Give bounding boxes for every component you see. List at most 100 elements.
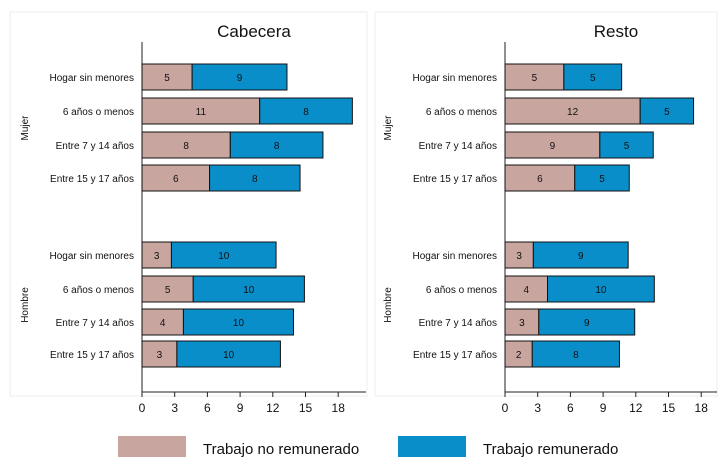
bar-value-label: 10	[243, 285, 255, 296]
bar-unpaid	[141, 164, 211, 192]
bar-value-label: 8	[573, 350, 579, 361]
bar-unpaid	[504, 63, 565, 91]
group-label: Hombre	[383, 287, 394, 323]
category-label: Entre 7 y 14 años	[419, 318, 497, 329]
bar-value-label: 8	[274, 141, 280, 152]
bar-value-label: 3	[516, 251, 522, 262]
bar-value-label: 9	[237, 73, 243, 84]
bar-value-label: 4	[160, 318, 166, 329]
category-label: Entre 7 y 14 años	[56, 318, 134, 329]
bar-value-label: 11	[196, 107, 207, 118]
x-tick-label: 12	[266, 401, 280, 415]
bar-paid	[538, 308, 636, 336]
bar-paid	[259, 97, 353, 125]
x-tick-label: 18	[695, 401, 709, 415]
bar-paid	[639, 97, 695, 125]
bar-value-label: 8	[252, 174, 258, 185]
x-tick-label: 6	[567, 401, 574, 415]
category-label: Hogar sin menores	[50, 251, 134, 262]
bar-unpaid	[504, 275, 549, 303]
bar-value-label: 3	[519, 318, 525, 329]
bar-unpaid	[504, 241, 534, 269]
x-tick-label: 15	[299, 401, 313, 415]
group-label: Mujer	[383, 115, 394, 141]
bar-unpaid	[141, 131, 231, 159]
bar-unpaid	[504, 340, 533, 368]
bar-value-label: 9	[584, 318, 590, 329]
category-label: Entre 15 y 17 años	[50, 350, 134, 361]
bar-value-label: 5	[624, 141, 630, 152]
group-label: Hombre	[20, 287, 31, 323]
bar-unpaid	[504, 97, 641, 125]
bar-unpaid	[141, 63, 193, 91]
bar-value-label: 3	[157, 350, 163, 361]
bar-paid	[191, 63, 288, 91]
bar-paid	[599, 131, 654, 159]
category-label: 6 años o menos	[426, 285, 497, 296]
x-tick-label: 15	[662, 401, 676, 415]
bar-value-label: 6	[537, 174, 543, 185]
legend-swatch-paid	[398, 436, 466, 457]
panel-title: Cabecera	[217, 22, 291, 41]
bar-unpaid	[504, 308, 540, 336]
bar-value-label: 10	[218, 251, 230, 262]
x-tick-label: 0	[139, 401, 146, 415]
bar-paid	[192, 275, 305, 303]
legend-swatch-unpaid	[118, 436, 186, 457]
bar-value-label: 8	[303, 107, 309, 118]
bar-value-label: 4	[523, 285, 529, 296]
category-label: Hogar sin menores	[413, 73, 497, 84]
bar-value-label: 8	[183, 141, 189, 152]
bar-unpaid	[141, 340, 178, 368]
bar-paid	[176, 340, 281, 368]
bar-unpaid	[504, 164, 576, 192]
x-tick-label: 9	[237, 401, 244, 415]
bar-value-label: 10	[595, 285, 607, 296]
category-label: Entre 15 y 17 años	[413, 174, 497, 185]
bar-value-label: 9	[550, 141, 556, 152]
bar-unpaid	[504, 131, 601, 159]
x-tick-label: 9	[600, 401, 607, 415]
bar-value-label: 2	[516, 350, 522, 361]
category-label: 6 años o menos	[63, 285, 134, 296]
category-label: 6 años o menos	[63, 107, 134, 118]
x-tick-label: 12	[629, 401, 643, 415]
x-tick-label: 0	[502, 401, 509, 415]
bar-paid	[209, 164, 301, 192]
bar-value-label: 5	[532, 73, 538, 84]
x-tick-label: 3	[171, 401, 178, 415]
bar-value-label: 5	[164, 73, 170, 84]
bar-paid	[547, 275, 655, 303]
x-tick-label: 6	[204, 401, 211, 415]
x-tick-label: 18	[332, 401, 346, 415]
bar-value-label: 10	[233, 318, 245, 329]
bar-value-label: 5	[664, 107, 670, 118]
category-label: Hogar sin menores	[413, 251, 497, 262]
bar-paid	[574, 164, 630, 192]
bar-paid	[170, 241, 277, 269]
group-label: Mujer	[20, 115, 31, 141]
panel-title: Resto	[594, 22, 638, 41]
legend-label: Trabajo remunerado	[483, 441, 618, 457]
category-label: Entre 7 y 14 años	[419, 141, 497, 152]
bar-value-label: 6	[173, 174, 179, 185]
legend-label: Trabajo no remunerado	[203, 441, 359, 457]
bar-paid	[182, 308, 295, 336]
bar-value-label: 3	[154, 251, 160, 262]
category-label: Entre 7 y 14 años	[56, 141, 134, 152]
bar-value-label: 5	[599, 174, 605, 185]
category-label: Entre 15 y 17 años	[413, 350, 497, 361]
bar-paid	[563, 63, 623, 91]
category-label: Entre 15 y 17 años	[50, 174, 134, 185]
bar-paid	[531, 340, 620, 368]
bar-unpaid	[141, 241, 172, 269]
bar-unpaid	[141, 97, 261, 125]
bar-paid	[229, 131, 324, 159]
bar-value-label: 5	[590, 73, 596, 84]
bar-paid	[532, 241, 629, 269]
bar-value-label: 9	[578, 251, 584, 262]
bar-value-label: 10	[223, 350, 235, 361]
bar-value-label: 12	[567, 107, 579, 118]
bar-value-label: 5	[165, 285, 171, 296]
